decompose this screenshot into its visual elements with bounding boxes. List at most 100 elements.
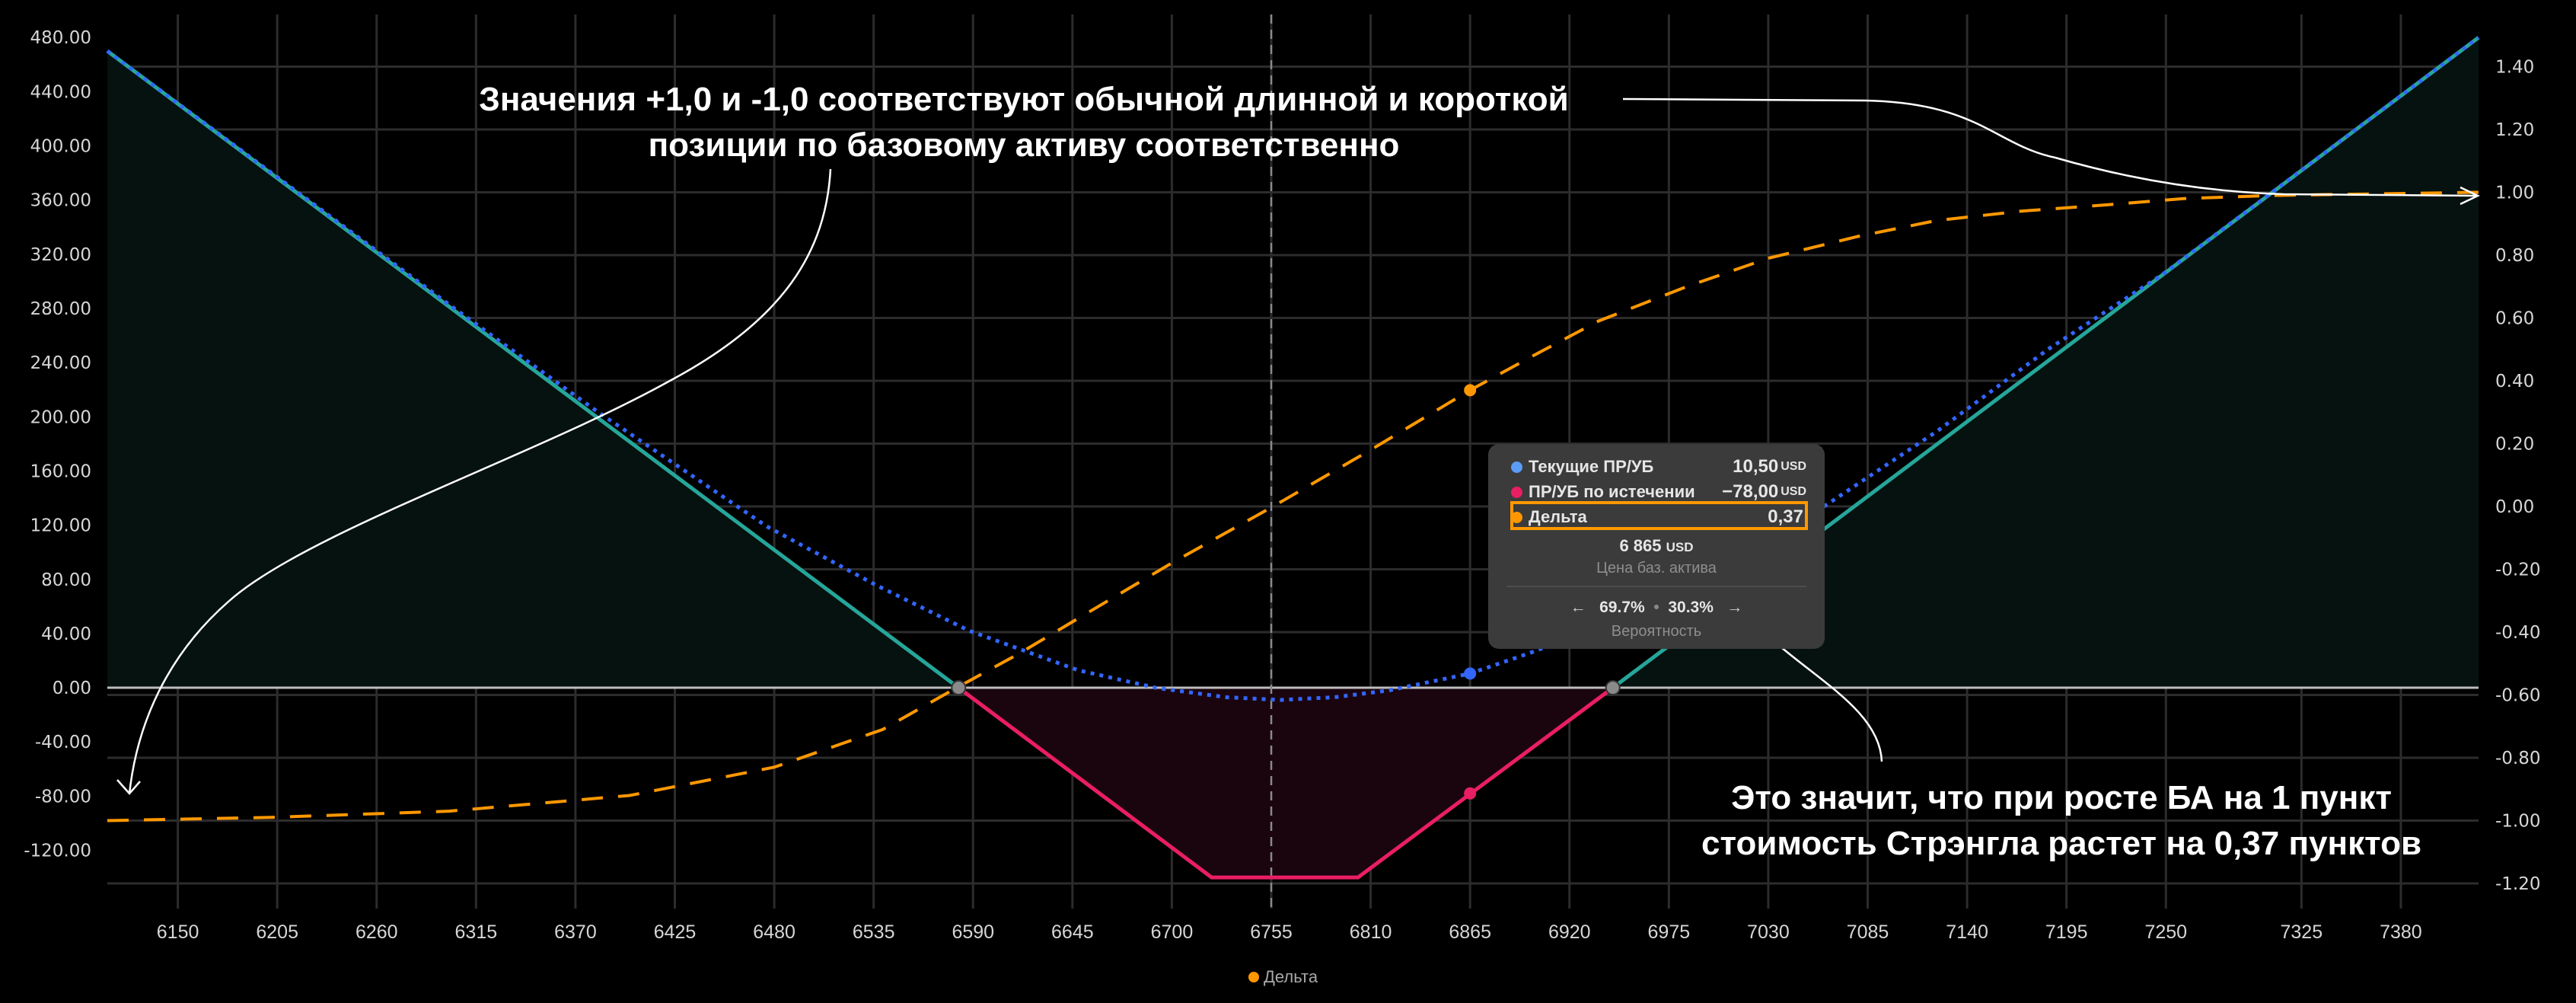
tooltip-label: Текущие ПР/УБ [1529, 457, 1654, 476]
y-right-tick-label: -0.80 [2495, 749, 2541, 768]
y-right-tick-label: -0.40 [2495, 623, 2541, 643]
prob-right: 30.3% [1668, 599, 1714, 616]
x-tick-label: 7085 [1847, 922, 1889, 943]
probability-row: ← 69.7% • 30.3% → [1488, 599, 1825, 617]
y-right-tick-label: 1.00 [2495, 183, 2534, 203]
y-left-tick-label: 400.00 [30, 137, 91, 157]
loss-area [958, 688, 1613, 878]
y-left-tick-label: -120.00 [24, 842, 91, 861]
y-right-tick-label: -1.00 [2495, 811, 2541, 831]
y-left-tick-label: 320.00 [30, 245, 91, 265]
price-value: 6 865 [1619, 536, 1662, 555]
y-right-tick-label: -0.20 [2495, 560, 2541, 580]
breakeven-marker [951, 680, 967, 696]
price-label: Цена баз. актива [1596, 560, 1717, 577]
tooltip-value: 10,50 [1733, 456, 1779, 477]
annotation-top-line-1: Значения +1,0 и -1,0 соответствуют обычн… [479, 81, 1568, 118]
x-tick-label: 7030 [1747, 922, 1790, 943]
y-left-tick-label: 360.00 [30, 191, 91, 211]
current-pl-line [106, 36, 2480, 702]
y-left-tick-label: 80.00 [41, 570, 91, 590]
y-right-tick-label: 1.40 [2495, 57, 2534, 77]
current-pl-marker [1464, 667, 1477, 680]
expiration-pl-loss-line [957, 686, 1615, 880]
y-right-tick-label: 1.20 [2495, 120, 2534, 140]
divider [1506, 586, 1806, 587]
x-tick-label: 7140 [1946, 922, 1988, 943]
tooltip-unit: USD [1781, 460, 1806, 473]
x-tick-label: 6590 [952, 922, 994, 943]
blue-dot-icon [1511, 461, 1522, 473]
y-left-tick-label: 480.00 [30, 28, 91, 48]
price-unit: USD [1666, 540, 1694, 554]
x-tick-label: 6645 [1051, 922, 1094, 943]
tooltip-value: −78,00 [1722, 481, 1779, 502]
y-left-tick-label: 0.00 [53, 679, 91, 698]
legend-dot-icon [1248, 972, 1259, 982]
tooltip: Текущие ПР/УБ 10,50 USD ПР/УБ по истечен… [1488, 444, 1825, 649]
y-right-tick-label: 0.80 [2495, 246, 2534, 266]
annotation-arrow-to-plus-one [1622, 97, 2480, 206]
probability-label: Вероятность [1611, 623, 1702, 640]
delta-marker [1464, 384, 1477, 397]
annotations: Значения +1,0 и -1,0 соответствуют обычн… [116, 81, 2480, 862]
x-tick-label: 7380 [2380, 922, 2422, 943]
x-tick-label: 6425 [654, 922, 697, 943]
annotation-bottom-line-2: стоимость Стрэнгла растет на 0,37 пункто… [1701, 825, 2421, 862]
legend-label: Дельта [1264, 967, 1318, 986]
x-tick-label: 6755 [1250, 922, 1293, 943]
y-left-tick-label: 200.00 [30, 407, 91, 427]
prob-left: 69.7% [1599, 599, 1645, 616]
x-tick-label: 6315 [455, 922, 498, 943]
pink-dot-icon [1511, 486, 1522, 498]
x-tick-label: 6480 [753, 922, 795, 943]
tooltip-value: 0,37 [1768, 506, 1803, 527]
delta-line [107, 190, 2479, 823]
axis-ticks: 480.00 440.00 400.00 360.00 320.00 280.00 240.… [24, 28, 2540, 943]
y-right-tick-label: 0.00 [2495, 497, 2534, 517]
x-tick-label: 6975 [1648, 922, 1691, 943]
x-tick-label: 7195 [2045, 922, 2088, 943]
y-right-tick-label: 0.20 [2495, 434, 2534, 454]
y-left-tick-label: 160.00 [30, 462, 91, 481]
breakeven-marker [1605, 680, 1621, 696]
arrow-right-icon: → [1726, 599, 1743, 616]
x-tick-label: 6260 [355, 922, 398, 943]
annotation-bottom-line-1: Это значит, что при росте БА на 1 пункт [1731, 779, 2392, 816]
x-tick-label: 6865 [1449, 922, 1491, 943]
y-left-tick-label: -40.00 [35, 733, 91, 752]
x-tick-label: 6810 [1350, 922, 1392, 943]
y-right-tick-label: 0.60 [2495, 308, 2534, 328]
y-left-tick-label: 240.00 [30, 353, 91, 373]
x-tick-label: 7325 [2281, 922, 2323, 943]
tooltip-unit: USD [1781, 485, 1806, 498]
x-tick-label: 7250 [2144, 922, 2187, 943]
y-right-tick-label: -1.20 [2495, 874, 2541, 894]
annotation-top-line-2: позиции по базовому активу соответственн… [649, 126, 1400, 164]
tooltip-row-current-pl: Текущие ПР/УБ 10,50 USD [1511, 455, 1806, 479]
arrow-left-icon: ← [1570, 599, 1586, 616]
tooltip-price: 6 865 USD [1488, 536, 1825, 556]
separator-dot: • [1649, 599, 1664, 616]
annotation-arrow-to-minus-one [116, 168, 832, 795]
x-tick-label: 6535 [853, 922, 895, 943]
tooltip-label: Дельта [1529, 507, 1587, 526]
y-left-tick-label: 120.00 [30, 516, 91, 536]
x-tick-label: 6920 [1548, 922, 1591, 943]
tooltip-row-delta: Дельта 0,37 [1511, 505, 1803, 529]
orange-dot-icon [1511, 511, 1522, 523]
y-left-tick-label: -80.00 [35, 787, 91, 807]
expiration-pl-marker [1464, 787, 1477, 800]
y-left-tick-label: 40.00 [41, 624, 91, 644]
y-left-tick-label: 440.00 [30, 82, 91, 102]
x-tick-label: 6370 [554, 922, 597, 943]
x-tick-label: 6150 [157, 922, 199, 943]
y-right-tick-label: 0.40 [2495, 372, 2534, 391]
legend-item-delta[interactable]: Дельта [1248, 967, 1318, 987]
x-tick-label: 6205 [256, 922, 298, 943]
y-right-tick-label: -0.60 [2495, 685, 2541, 705]
x-tick-label: 6700 [1151, 922, 1194, 943]
tooltip-label: ПР/УБ по истечении [1529, 482, 1695, 501]
y-left-tick-label: 280.00 [30, 299, 91, 319]
